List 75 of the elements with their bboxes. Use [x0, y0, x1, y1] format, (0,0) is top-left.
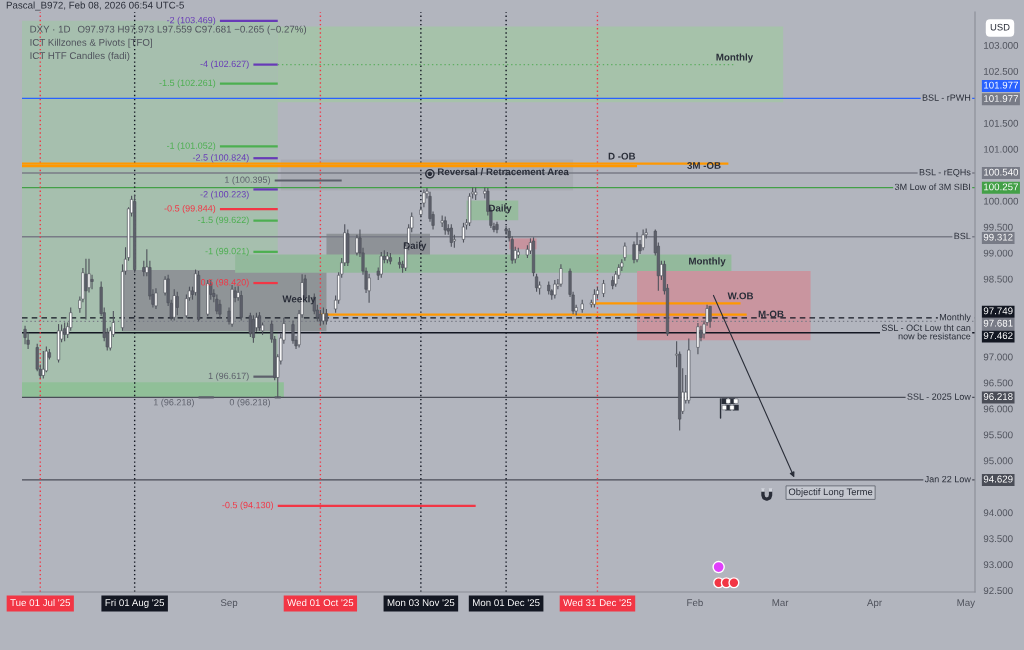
annotation: Monthly — [716, 53, 754, 63]
x-tick-label: May — [957, 599, 976, 609]
annotation: ICT Killzones & Pivots [TFO] — [30, 38, 152, 48]
series-label: -1 (99.021) — [205, 247, 249, 257]
x-tick-label: Fri 01 Aug '25 — [105, 598, 165, 609]
series-label: 1 (100.395) — [225, 176, 270, 185]
annotation: Monthly — [939, 313, 971, 323]
series-label: -0.5 (94.130) — [222, 501, 274, 511]
y-tick-label: 95.000 — [983, 457, 1013, 465]
y-tick-label: 92.500 — [983, 587, 1013, 595]
text: O97.973 H97.973 L97.559 C97.681 −0.265 (−0.27%) — [77, 25, 307, 35]
y-tick-label: 96.000 — [983, 405, 1013, 413]
text: Pascal_B972, Feb 08, 2026 06:54 UTC-5 — [6, 1, 184, 11]
annotation: BSL - rEQHs — [919, 169, 971, 178]
series-label: -1.5 (102.261) — [159, 79, 216, 88]
y-tick-label: 93.000 — [983, 561, 1013, 569]
annotation: Monthly — [689, 257, 726, 267]
y-tick-label: 93.500 — [983, 535, 1013, 543]
x-tick-label: Wed 01 Oct '25 — [287, 598, 354, 607]
annotation: D -OB — [608, 152, 636, 160]
annotation: BSL - rPWH — [922, 94, 971, 101]
series-label: -0.5 (99.844) — [164, 204, 216, 214]
x-tick-label: Apr — [866, 599, 882, 609]
series-label: -2 (103.469) — [166, 16, 216, 26]
x-tick-label: Sep — [220, 599, 238, 609]
ref-line-label: 94.629 — [983, 475, 1013, 483]
x-tick-label: Mon 03 Nov '25 — [387, 599, 455, 607]
y-tick-label: 97.000 — [983, 353, 1013, 361]
annotation: Daily — [403, 241, 427, 251]
annotation: Daily — [489, 204, 512, 214]
y-tick-label: 94.000 — [983, 509, 1013, 517]
y-tick-label: 101.977 — [984, 95, 1018, 102]
y-axis-title: USD — [990, 23, 1010, 31]
series-label: -2 (100.223) — [200, 190, 249, 200]
series-label: -4 (102.627) — [200, 60, 249, 69]
x-tick-label: Wed 31 Dec '25 — [563, 598, 632, 607]
y-tick-label: 103.000 — [984, 41, 1019, 49]
ref-line-label: 100.540 — [984, 168, 1019, 176]
annotation: ICT HTF Candles (fadi) — [30, 51, 130, 61]
y-tick-label: 98.500 — [983, 275, 1013, 283]
ref-line-label: 97.749 — [983, 307, 1013, 315]
series-label: -2.5 (100.824) — [192, 154, 249, 163]
y-tick-label: 101.000 — [984, 145, 1019, 153]
y-tick-label: 102.500 — [984, 67, 1019, 75]
series-label: 1 (96.218) — [153, 398, 194, 408]
series-label: -1.5 (99.622) — [197, 216, 249, 225]
series-label: -1 (101.052) — [166, 142, 216, 151]
annotation: 3M Low of 3M SIBI — [894, 183, 970, 191]
annotation: W.OB — [727, 292, 754, 300]
x-tick-label: Mar — [772, 599, 789, 607]
annotation: Jan 22 Low — [924, 475, 971, 483]
annotation: Reversal / Retracement Area — [437, 168, 569, 176]
annotation: SSL - OCt Low tht can now be resistance — [881, 324, 971, 340]
y-tick-label: 101.500 — [984, 119, 1019, 127]
ref-line-label: 97.681 — [983, 319, 1013, 327]
annotation: M-OB — [758, 310, 784, 318]
y-tick-label: 100.000 — [984, 197, 1019, 205]
ref-line-label: 97.462 — [983, 332, 1013, 340]
ref-line-label: 96.218 — [983, 393, 1013, 400]
ref-line-label: 99.312 — [983, 233, 1013, 241]
series-label: 0 (96.218) — [229, 398, 270, 408]
x-tick-label: Tue 01 Jul '25 — [10, 598, 71, 607]
series-label: 0.5 (98.420) — [200, 278, 249, 288]
y-tick-label: 99.000 — [983, 249, 1013, 257]
y-tick-label: 96.500 — [983, 379, 1013, 387]
annotation: BSL — [954, 232, 971, 240]
annotation: Objectif Long Terme — [788, 488, 873, 498]
series-label: 1 (96.617) — [208, 372, 249, 381]
x-tick-label: Mon 01 Dec '25 — [473, 599, 540, 607]
text: DXY · 1D — [30, 25, 71, 33]
y-tick-label: 99.500 — [983, 223, 1013, 231]
ref-line-label: 100.257 — [984, 183, 1018, 191]
annotation: SSL - 2025 Low — [907, 393, 971, 400]
y-tick-label: 95.500 — [983, 431, 1013, 439]
x-tick-label: Feb — [687, 598, 703, 607]
